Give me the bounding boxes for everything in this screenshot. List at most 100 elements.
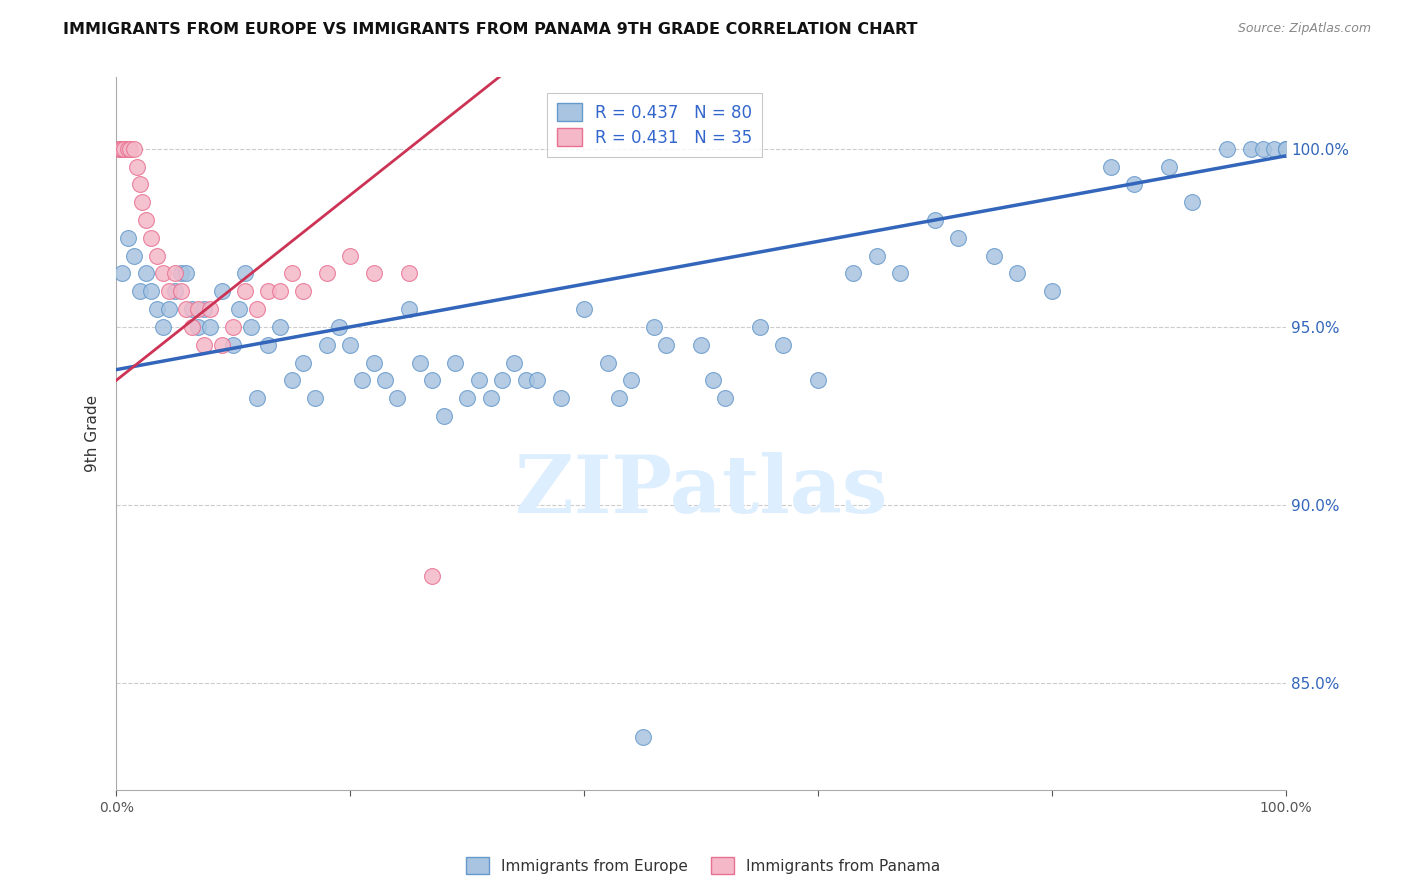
- Point: [607, 391, 630, 405]
- Point: [228, 301, 250, 316]
- Point: [134, 267, 156, 281]
- Point: [1275, 142, 1298, 156]
- Point: [1099, 160, 1122, 174]
- Point: [257, 285, 280, 299]
- Point: [257, 337, 280, 351]
- Point: [398, 267, 420, 281]
- Point: [350, 373, 373, 387]
- Point: [169, 267, 191, 281]
- Point: [163, 267, 186, 281]
- Y-axis label: 9th Grade: 9th Grade: [86, 395, 100, 473]
- Legend: Immigrants from Europe, Immigrants from Panama: Immigrants from Europe, Immigrants from …: [460, 851, 946, 880]
- Point: [239, 319, 262, 334]
- Point: [117, 142, 139, 156]
- Point: [181, 301, 204, 316]
- Point: [131, 195, 153, 210]
- Point: [141, 285, 163, 299]
- Point: [491, 373, 513, 387]
- Point: [655, 337, 678, 351]
- Point: [169, 285, 191, 299]
- Point: [117, 231, 139, 245]
- Point: [269, 285, 291, 299]
- Point: [122, 249, 145, 263]
- Point: [713, 391, 735, 405]
- Point: [1251, 142, 1274, 156]
- Point: [1275, 142, 1298, 156]
- Point: [111, 142, 134, 156]
- Point: [292, 285, 315, 299]
- Point: [772, 337, 794, 351]
- Point: [433, 409, 456, 423]
- Point: [1263, 142, 1285, 156]
- Point: [193, 301, 215, 316]
- Point: [280, 267, 302, 281]
- Point: [572, 301, 595, 316]
- Point: [222, 337, 245, 351]
- Point: [176, 267, 198, 281]
- Text: Source: ZipAtlas.com: Source: ZipAtlas.com: [1237, 22, 1371, 36]
- Point: [807, 373, 830, 387]
- Point: [222, 319, 245, 334]
- Point: [107, 142, 129, 156]
- Point: [374, 373, 396, 387]
- Point: [865, 249, 887, 263]
- Legend: R = 0.437   N = 80, R = 0.431   N = 35: R = 0.437 N = 80, R = 0.431 N = 35: [547, 93, 762, 157]
- Point: [181, 319, 204, 334]
- Point: [1157, 160, 1180, 174]
- Point: [304, 391, 326, 405]
- Point: [631, 730, 654, 744]
- Point: [246, 301, 269, 316]
- Point: [193, 337, 215, 351]
- Point: [596, 355, 619, 369]
- Point: [111, 267, 134, 281]
- Point: [108, 142, 131, 156]
- Point: [748, 319, 770, 334]
- Point: [526, 373, 548, 387]
- Point: [141, 231, 163, 245]
- Point: [385, 391, 408, 405]
- Point: [398, 301, 420, 316]
- Point: [842, 267, 865, 281]
- Point: [924, 213, 946, 227]
- Point: [233, 285, 256, 299]
- Point: [339, 337, 361, 351]
- Point: [292, 355, 315, 369]
- Point: [420, 569, 443, 583]
- Point: [198, 301, 221, 316]
- Point: [643, 319, 665, 334]
- Point: [211, 337, 233, 351]
- Point: [315, 337, 337, 351]
- Point: [122, 142, 145, 156]
- Point: [152, 319, 174, 334]
- Point: [468, 373, 491, 387]
- Point: [315, 267, 337, 281]
- Point: [1005, 267, 1028, 281]
- Point: [444, 355, 467, 369]
- Point: [948, 231, 970, 245]
- Point: [1275, 142, 1298, 156]
- Point: [420, 373, 443, 387]
- Point: [120, 142, 142, 156]
- Point: [1216, 142, 1239, 156]
- Point: [1275, 142, 1298, 156]
- Text: IMMIGRANTS FROM EUROPE VS IMMIGRANTS FROM PANAMA 9TH GRADE CORRELATION CHART: IMMIGRANTS FROM EUROPE VS IMMIGRANTS FRO…: [63, 22, 918, 37]
- Point: [515, 373, 537, 387]
- Point: [409, 355, 432, 369]
- Point: [702, 373, 724, 387]
- Point: [152, 267, 174, 281]
- Point: [328, 319, 350, 334]
- Point: [983, 249, 1005, 263]
- Point: [211, 285, 233, 299]
- Point: [620, 373, 643, 387]
- Point: [146, 249, 169, 263]
- Text: ZIPatlas: ZIPatlas: [515, 452, 887, 530]
- Point: [690, 337, 713, 351]
- Point: [479, 391, 502, 405]
- Point: [456, 391, 478, 405]
- Point: [339, 249, 361, 263]
- Point: [889, 267, 911, 281]
- Point: [146, 301, 169, 316]
- Point: [363, 267, 385, 281]
- Point: [1240, 142, 1263, 156]
- Point: [114, 142, 136, 156]
